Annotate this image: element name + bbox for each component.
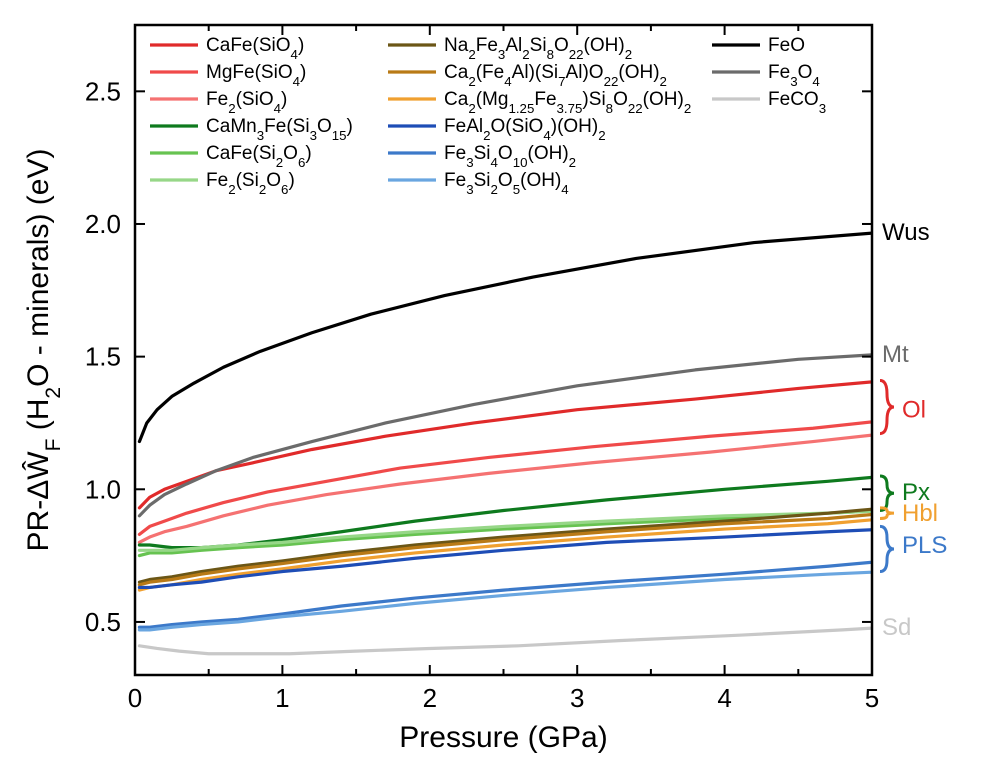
group-label: Mt: [882, 341, 909, 368]
y-tick-label: 2.0: [85, 209, 121, 239]
chart-container: 0123450.51.01.52.02.5Pressure (GPa)PR-ΔW…: [0, 0, 989, 778]
group-label: Hbl: [902, 500, 938, 527]
x-tick-label: 0: [128, 683, 142, 713]
legend-label: FeO: [768, 35, 805, 56]
x-tick-label: 2: [423, 683, 437, 713]
x-tick-label: 3: [570, 683, 584, 713]
x-tick-label: 5: [865, 683, 879, 713]
group-label: PLS: [902, 532, 947, 559]
y-tick-label: 1.5: [85, 342, 121, 372]
y-tick-label: 0.5: [85, 607, 121, 637]
y-tick-label: 2.5: [85, 76, 121, 106]
y-tick-label: 1.0: [85, 474, 121, 504]
x-tick-label: 4: [717, 683, 731, 713]
group-label: Sd: [882, 614, 911, 641]
group-label: Wus: [882, 219, 930, 246]
line-chart: 0123450.51.01.52.02.5Pressure (GPa)PR-ΔW…: [0, 0, 989, 778]
x-axis-label: Pressure (GPa): [399, 721, 607, 754]
x-tick-label: 1: [275, 683, 289, 713]
group-label: Ol: [902, 397, 926, 424]
